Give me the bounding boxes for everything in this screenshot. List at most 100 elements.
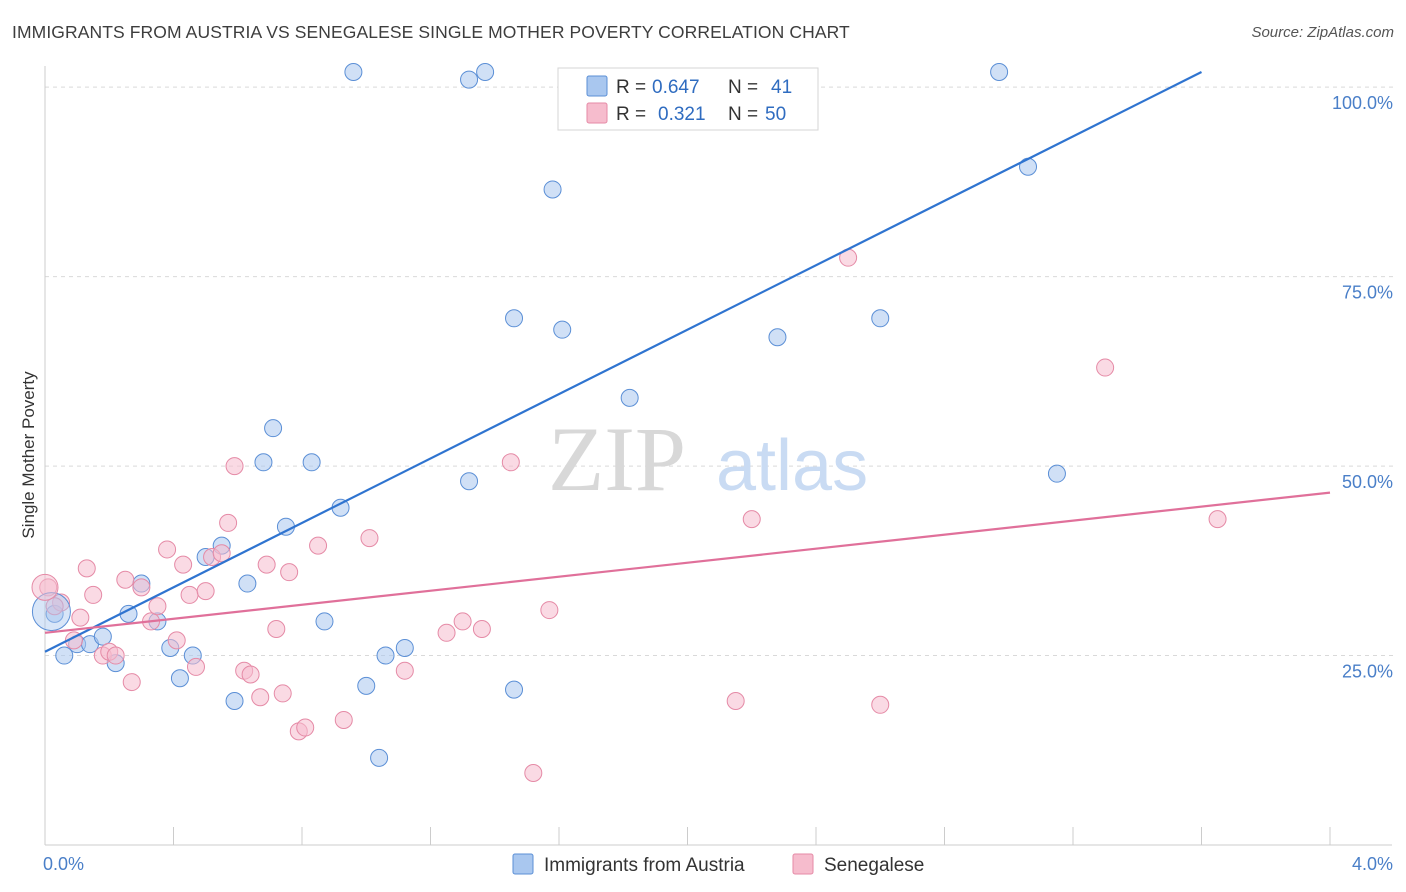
data-point <box>267 620 286 639</box>
data-point <box>55 646 74 665</box>
data-point <box>437 623 456 642</box>
x-tick-label: 4.0% <box>1352 854 1393 874</box>
data-point <box>524 764 543 783</box>
data-point <box>460 472 479 491</box>
data-point <box>273 684 292 703</box>
data-point <box>1096 358 1115 377</box>
y-tick-label: 75.0% <box>1342 283 1393 303</box>
data-point <box>225 692 244 711</box>
data-point <box>196 582 215 601</box>
data-point <box>871 695 890 714</box>
stats-legend-blue-n: 41 <box>771 77 792 98</box>
data-point <box>543 180 562 199</box>
data-point <box>45 597 64 616</box>
data-point <box>158 540 177 559</box>
stats-legend-blue-swatch <box>586 75 608 97</box>
data-point <box>186 657 205 676</box>
watermark-atlas: atlas <box>716 426 868 506</box>
watermark: ZIP atlas <box>548 408 868 510</box>
data-point <box>276 517 295 536</box>
legend-swatch-austria <box>512 853 534 875</box>
chart-title: IMMIGRANTS FROM AUSTRIA VS SENEGALESE SI… <box>12 22 850 42</box>
data-point <box>225 457 244 476</box>
stats-legend-pink-n: 50 <box>765 104 786 125</box>
data-point <box>505 309 524 328</box>
data-point <box>296 718 315 737</box>
data-point <box>453 612 472 631</box>
data-point <box>71 608 90 627</box>
axes-layer <box>44 66 1392 846</box>
stats-legend-pink-swatch <box>586 102 608 124</box>
data-point <box>472 620 491 639</box>
data-point <box>180 585 199 604</box>
data-point <box>742 510 761 529</box>
data-point <box>990 63 1009 81</box>
data-point <box>167 631 186 650</box>
data-point <box>395 661 414 680</box>
data-point <box>148 597 167 616</box>
bottom-legend: Immigrants from Austria Senegalese <box>512 853 924 876</box>
data-point <box>264 419 283 438</box>
data-point <box>553 320 572 339</box>
y-axis-label: Single Mother Poverty <box>19 371 38 539</box>
data-point <box>360 529 379 548</box>
data-point <box>1208 510 1227 529</box>
data-point <box>132 578 151 597</box>
data-point <box>280 563 299 582</box>
data-point <box>620 388 639 407</box>
data-point <box>871 309 890 328</box>
data-point <box>476 63 495 81</box>
trendline-senegalese <box>44 491 1331 634</box>
y-tick-label: 100.0% <box>1332 93 1393 113</box>
data-point <box>174 555 193 574</box>
data-point <box>315 612 334 631</box>
data-point <box>302 453 321 472</box>
stats-legend-blue-r: 0.647 <box>652 77 700 98</box>
data-point <box>540 601 559 620</box>
stats-legend-pink-r-label: R = <box>616 104 646 125</box>
trendline-austria <box>44 71 1202 653</box>
data-point <box>501 453 520 472</box>
data-point <box>257 555 276 574</box>
source-label: Source: ZipAtlas.com <box>1251 24 1394 41</box>
data-point <box>768 328 787 347</box>
series-senegalese-points <box>39 248 1227 783</box>
data-point <box>84 585 103 604</box>
tick-labels: 25.0% 50.0% 75.0% 100.0% 0.0% 4.0% <box>43 93 1393 874</box>
data-point <box>254 453 273 472</box>
data-point <box>505 680 524 699</box>
data-point <box>212 544 231 563</box>
data-point <box>170 669 189 688</box>
data-point <box>93 627 112 646</box>
data-point <box>460 70 479 89</box>
y-tick-label: 50.0% <box>1342 472 1393 492</box>
stats-legend-pink-n-label: N = <box>728 104 758 125</box>
stats-legend-blue-n-label: N = <box>728 77 758 98</box>
data-point <box>309 536 328 555</box>
points-layer <box>31 63 1227 783</box>
watermark-zip: ZIP <box>548 408 686 510</box>
data-point <box>116 570 135 589</box>
data-point <box>357 676 376 695</box>
data-point <box>238 574 257 593</box>
data-point <box>241 665 260 684</box>
stats-legend-pink-r: 0.321 <box>658 104 706 125</box>
x-tick-label: 0.0% <box>43 854 84 874</box>
legend-swatch-senegalese <box>792 853 814 875</box>
series-austria-points <box>45 63 1066 767</box>
data-point-cluster <box>31 573 59 601</box>
data-point <box>1047 464 1066 483</box>
data-point <box>334 710 353 729</box>
y-tick-label: 25.0% <box>1342 662 1393 682</box>
data-point <box>106 646 125 665</box>
data-point <box>726 692 745 711</box>
data-point <box>344 63 363 81</box>
data-point <box>77 559 96 578</box>
grid-layer <box>45 86 1395 657</box>
data-point <box>251 688 270 707</box>
stats-legend: R = 0.647 N = 41 R = 0.321 N = 50 <box>557 67 819 131</box>
trend-layer <box>44 71 1331 653</box>
legend-label-austria: Immigrants from Austria <box>544 855 745 876</box>
data-point <box>376 646 395 665</box>
